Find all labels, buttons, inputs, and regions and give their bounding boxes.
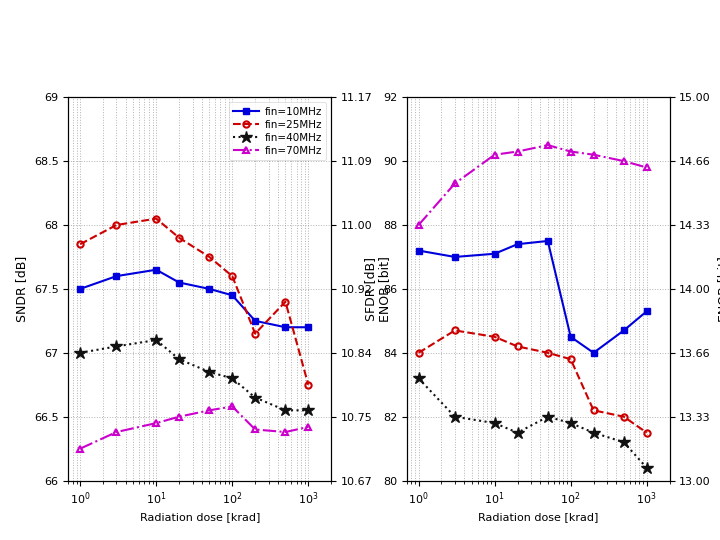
fin=40MHz <box>281 407 289 414</box>
fin=25MHz <box>205 254 214 260</box>
Text: - 31 -: - 31 - <box>343 512 377 525</box>
fin=10MHz <box>281 324 289 330</box>
X-axis label: Radiation dose [krad]: Radiation dose [krad] <box>478 512 598 523</box>
fin=10MHz <box>112 273 121 279</box>
Y-axis label: ENOB [bit]: ENOB [bit] <box>378 256 392 322</box>
fin=25MHz <box>112 222 121 228</box>
fin=10MHz <box>152 266 161 273</box>
fin=70MHz <box>304 424 312 430</box>
Text: Measured SNDR and SFDR @ 160 MS/s: Measured SNDR and SFDR @ 160 MS/s <box>29 30 600 56</box>
Line: fin=40MHz: fin=40MHz <box>74 334 315 416</box>
fin=40MHz <box>76 349 84 356</box>
Line: fin=25MHz: fin=25MHz <box>77 215 312 388</box>
fin=70MHz <box>251 426 259 433</box>
fin=10MHz <box>76 286 84 292</box>
Line: fin=10MHz: fin=10MHz <box>77 267 312 330</box>
fin=70MHz <box>281 429 289 435</box>
fin=40MHz <box>251 394 259 401</box>
fin=10MHz <box>175 279 184 286</box>
fin=70MHz <box>76 446 84 452</box>
fin=40MHz <box>304 407 312 414</box>
Line: fin=70MHz: fin=70MHz <box>77 403 312 452</box>
Y-axis label: ENOB [bit]: ENOB [bit] <box>716 256 720 322</box>
fin=40MHz <box>112 343 121 350</box>
Legend: fin=10MHz, fin=25MHz, fin=40MHz, fin=70MHz: fin=10MHz, fin=25MHz, fin=40MHz, fin=70M… <box>229 103 326 160</box>
fin=40MHz <box>175 356 184 362</box>
fin=10MHz <box>251 318 259 324</box>
fin=70MHz <box>205 407 214 414</box>
X-axis label: Radiation dose [krad]: Radiation dose [krad] <box>140 512 260 523</box>
Y-axis label: SFDR [dB]: SFDR [dB] <box>364 257 377 321</box>
fin=70MHz <box>228 403 237 410</box>
fin=25MHz <box>228 273 237 279</box>
fin=40MHz <box>152 337 161 343</box>
fin=10MHz <box>304 324 312 330</box>
Y-axis label: SNDR [dB]: SNDR [dB] <box>15 256 28 322</box>
fin=25MHz <box>304 381 312 388</box>
fin=25MHz <box>76 241 84 247</box>
fin=10MHz <box>205 286 214 292</box>
Text: TWEPP 2014: TWEPP 2014 <box>22 512 110 525</box>
Text: 2014-09-24: 2014-09-24 <box>626 512 698 525</box>
fin=40MHz <box>228 375 237 382</box>
fin=25MHz <box>175 234 184 241</box>
fin=25MHz <box>281 299 289 305</box>
fin=70MHz <box>152 420 161 427</box>
fin=25MHz <box>152 215 161 222</box>
fin=40MHz <box>205 369 214 375</box>
fin=70MHz <box>112 429 121 435</box>
fin=70MHz <box>175 414 184 420</box>
fin=10MHz <box>228 292 237 299</box>
fin=25MHz <box>251 330 259 337</box>
